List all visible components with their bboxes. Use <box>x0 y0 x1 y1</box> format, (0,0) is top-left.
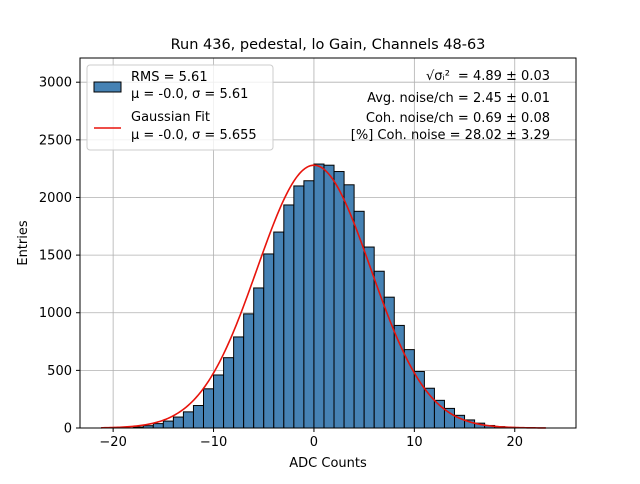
y-tick-label: 1000 <box>39 306 72 321</box>
legend-histogram-stats: μ = -0.0, σ = 5.61 <box>131 87 248 102</box>
sigma-sqrt-prefix: √σᵢ² <box>426 69 450 84</box>
histogram-bar <box>373 270 385 429</box>
x-axis-label: ADC Counts <box>289 456 367 471</box>
x-tick-label: −20 <box>99 435 126 450</box>
x-tick-label: 10 <box>406 435 423 450</box>
fit-line-layer <box>101 164 546 429</box>
histogram-bar <box>293 185 305 429</box>
histogram-bars <box>132 163 516 429</box>
histogram-bar <box>192 405 204 429</box>
histogram-bar <box>172 416 184 429</box>
histogram-bar <box>243 313 255 429</box>
x-tick-label: 0 <box>310 435 318 450</box>
annotation-coh-noise-percent: [%] Coh. noise = 28.02 ± 3.29 <box>351 128 550 143</box>
legend-histogram-label: RMS = 5.61 <box>131 70 208 85</box>
histogram-bar <box>263 253 275 429</box>
legend-fit-stats: μ = -0.0, σ = 5.655 <box>131 128 257 143</box>
stats-annotations: √σᵢ² = 4.89 ± 0.03 Avg. noise/ch = 2.45 … <box>351 69 550 143</box>
histogram-bar <box>253 287 265 429</box>
axis-ticks: −20 −10 0 10 20 0 500 1000 1500 2000 2500 3000 <box>39 76 523 450</box>
chart-title: Run 436, pedestal, lo Gain, Channels 48-… <box>171 37 486 53</box>
histogram-bar <box>393 324 405 429</box>
y-tick-label: 1500 <box>39 249 72 264</box>
annotation-sigma-value: = 4.89 ± 0.03 <box>458 69 550 84</box>
x-tick-label: −10 <box>200 435 227 450</box>
legend-fit-label: Gaussian Fit <box>131 110 210 125</box>
histogram-bar <box>162 420 174 429</box>
histogram-bar <box>202 388 215 429</box>
histogram-bar <box>313 163 325 429</box>
legend: RMS = 5.61 μ = -0.0, σ = 5.61 Gaussian F… <box>86 64 274 151</box>
histogram-bar <box>233 336 245 429</box>
y-tick-label: 2000 <box>39 191 72 206</box>
plot-frame <box>79 57 577 429</box>
histogram-bar <box>283 204 295 429</box>
legend-box <box>86 64 274 151</box>
y-tick-label: 500 <box>47 364 72 379</box>
histogram-bar <box>152 423 164 429</box>
histogram-bar <box>213 374 225 429</box>
histogram-bar <box>333 171 345 429</box>
y-tick-label: 3000 <box>39 76 72 91</box>
legend-histogram-swatch <box>93 81 122 93</box>
y-axis-label: Entries <box>16 220 31 266</box>
histogram-bar <box>182 411 194 429</box>
histogram-bar <box>223 357 235 429</box>
histogram-bar <box>303 180 315 429</box>
annotation-avg-noise: Avg. noise/ch = 2.45 ± 0.01 <box>367 91 550 106</box>
x-tick-label: 20 <box>506 435 523 450</box>
histogram-bar <box>403 349 415 429</box>
annotation-sigma-sum: √σᵢ² = 4.89 ± 0.03 <box>426 69 550 84</box>
y-tick-label: 0 <box>64 422 72 437</box>
gaussian-fit-line <box>101 164 546 429</box>
y-tick-label: 2500 <box>39 133 72 148</box>
annotation-coh-noise: Coh. noise/ch = 0.69 ± 0.08 <box>366 111 550 126</box>
histogram-bar <box>323 164 335 429</box>
histogram-bar <box>273 231 285 429</box>
